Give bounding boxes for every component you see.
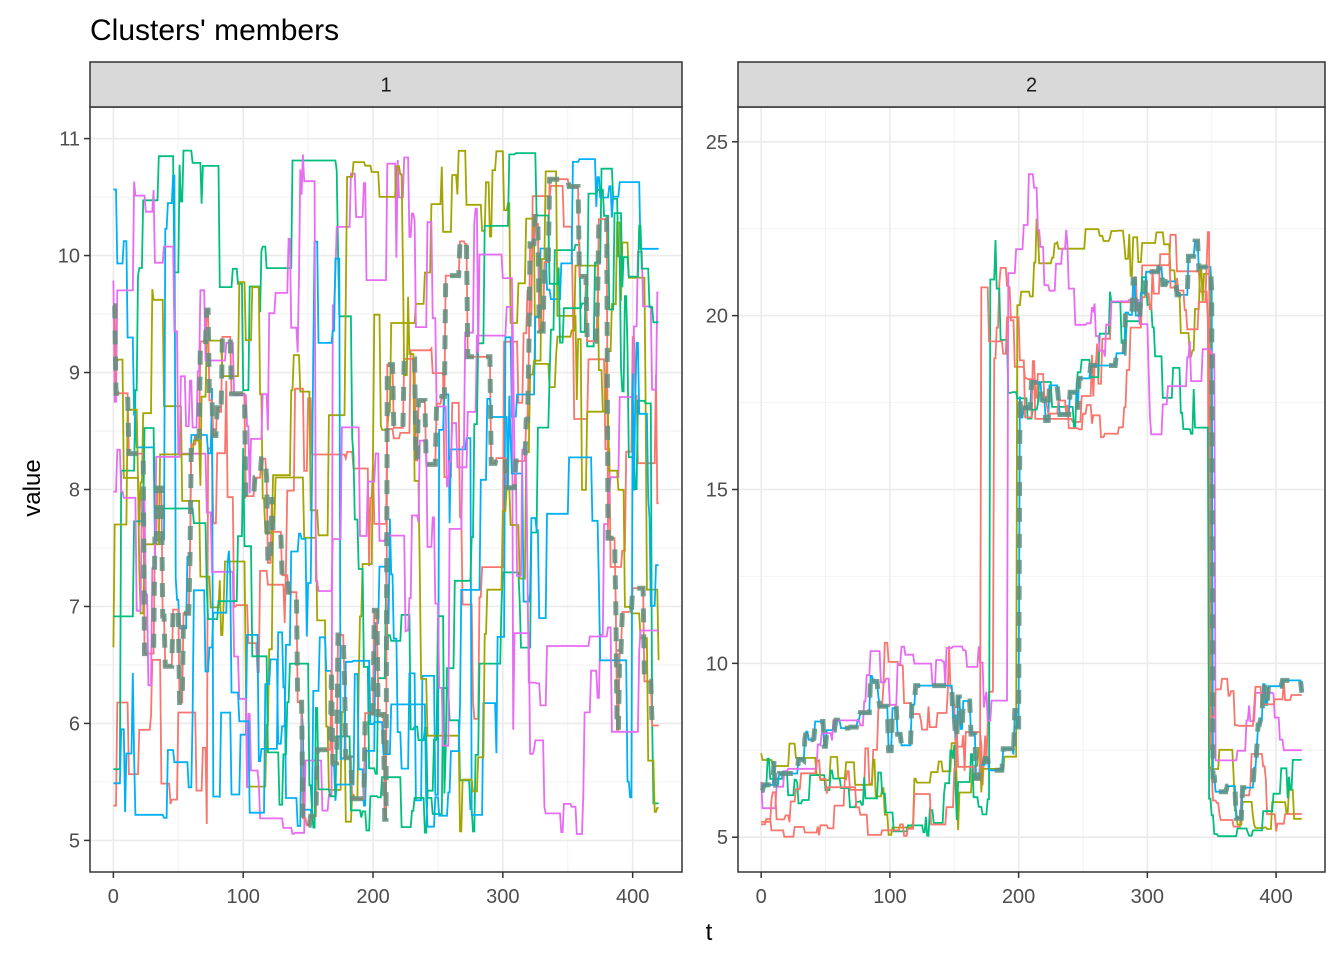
y-tick-label: 5	[69, 830, 80, 852]
series-group	[760, 173, 1305, 838]
member-series-line	[761, 239, 1302, 838]
x-tick-label: 200	[1002, 886, 1035, 908]
x-tick-label: 400	[616, 886, 649, 908]
y-tick-label: 6	[69, 713, 80, 735]
x-tick-label: 300	[486, 886, 519, 908]
member-series-line	[113, 240, 659, 828]
centroid-dashed-line	[760, 238, 1305, 821]
x-tick-label: 0	[108, 886, 119, 908]
x-tick-label: 0	[756, 886, 767, 908]
member-series-line	[760, 218, 1302, 836]
panel-strip	[89, 61, 683, 108]
y-tick-label: 25	[706, 132, 728, 154]
panel-strip	[737, 61, 1326, 108]
series-group	[112, 149, 660, 835]
strip-label: 2	[1026, 75, 1037, 97]
centroid-dashed-line	[112, 176, 659, 828]
strip-label: 1	[380, 75, 391, 97]
member-series-line	[112, 156, 659, 835]
member-series-line	[760, 173, 1302, 810]
chart-title: Clusters' members	[90, 14, 339, 47]
y-tick-label: 10	[58, 246, 80, 268]
y-tick-label: 11	[59, 129, 80, 151]
x-tick-label: 100	[873, 886, 906, 908]
member-series-line	[112, 161, 659, 833]
y-axis-title: value	[19, 459, 46, 516]
x-tick-label: 300	[1131, 886, 1164, 908]
y-tick-label: 8	[69, 480, 80, 502]
y-tick-label: 9	[69, 363, 80, 385]
y-tick-label: 20	[706, 306, 728, 328]
member-series-line	[761, 231, 1302, 837]
x-tick-label: 100	[227, 886, 260, 908]
y-tick-label: 7	[69, 596, 80, 618]
y-tick-label: 5	[717, 827, 728, 849]
x-tick-label: 400	[1259, 886, 1292, 908]
y-tick-label: 10	[706, 653, 728, 675]
x-axis-title: t	[706, 919, 713, 946]
y-tick-label: 15	[706, 480, 728, 502]
x-tick-label: 200	[356, 886, 389, 908]
